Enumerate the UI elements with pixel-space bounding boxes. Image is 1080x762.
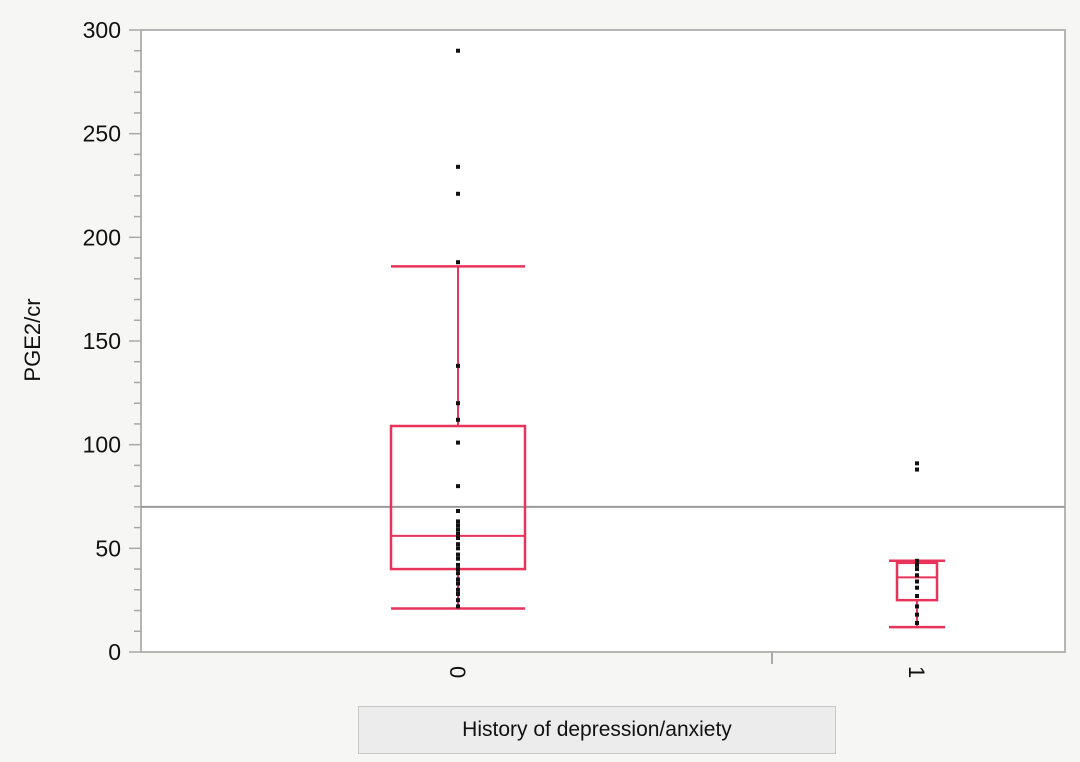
data-point xyxy=(456,556,460,561)
data-point xyxy=(456,440,460,445)
data-point xyxy=(456,591,460,596)
data-point xyxy=(456,604,460,609)
x-tick-label: 0 xyxy=(445,666,470,678)
data-point xyxy=(456,546,460,551)
x-axis-label[interactable]: History of depression/anxiety xyxy=(358,706,836,754)
y-axis-label: PGE2/cr xyxy=(20,298,45,381)
data-point xyxy=(456,523,460,528)
data-point xyxy=(456,598,460,603)
y-tick-label: 300 xyxy=(83,17,121,43)
data-point xyxy=(915,620,919,625)
data-point xyxy=(915,579,919,584)
data-point xyxy=(915,461,919,466)
boxes-group xyxy=(389,48,945,629)
data-point xyxy=(456,417,460,422)
y-tick-label: 200 xyxy=(83,224,121,250)
data-point xyxy=(915,467,919,472)
data-point xyxy=(456,527,460,532)
data-point xyxy=(915,558,919,563)
data-point xyxy=(456,542,460,547)
data-point xyxy=(456,191,460,196)
data-point xyxy=(456,577,460,582)
y-tick-label: 0 xyxy=(108,639,121,665)
y-axis: 0 50 100 150 200 250 300 xyxy=(83,17,141,665)
data-point xyxy=(915,562,919,567)
data-point xyxy=(915,567,919,572)
data-point xyxy=(456,260,460,265)
data-point xyxy=(456,48,460,53)
data-point xyxy=(456,531,460,536)
y-tick-label: 150 xyxy=(83,328,121,354)
x-tick-label: 1 xyxy=(904,666,929,678)
data-point xyxy=(456,587,460,592)
data-point xyxy=(456,535,460,540)
data-point xyxy=(456,509,460,514)
iqr-box xyxy=(895,561,939,602)
x-axis-label-text: History of depression/anxiety xyxy=(462,718,732,741)
data-point xyxy=(915,612,919,617)
data-point xyxy=(456,401,460,406)
data-point xyxy=(456,552,460,557)
data-point xyxy=(456,562,460,567)
data-point xyxy=(456,519,460,524)
data-point xyxy=(915,594,919,599)
data-point xyxy=(456,484,460,489)
y-tick-label: 100 xyxy=(83,432,121,458)
data-point xyxy=(456,571,460,576)
data-point xyxy=(915,604,919,609)
data-point xyxy=(915,573,919,578)
plot-area xyxy=(140,29,1066,653)
y-tick-label: 250 xyxy=(83,121,121,147)
data-point xyxy=(456,581,460,586)
data-point xyxy=(456,363,460,368)
data-point xyxy=(456,567,460,572)
data-point xyxy=(456,164,460,169)
data-point xyxy=(915,585,919,590)
y-tick-label: 50 xyxy=(95,535,121,561)
